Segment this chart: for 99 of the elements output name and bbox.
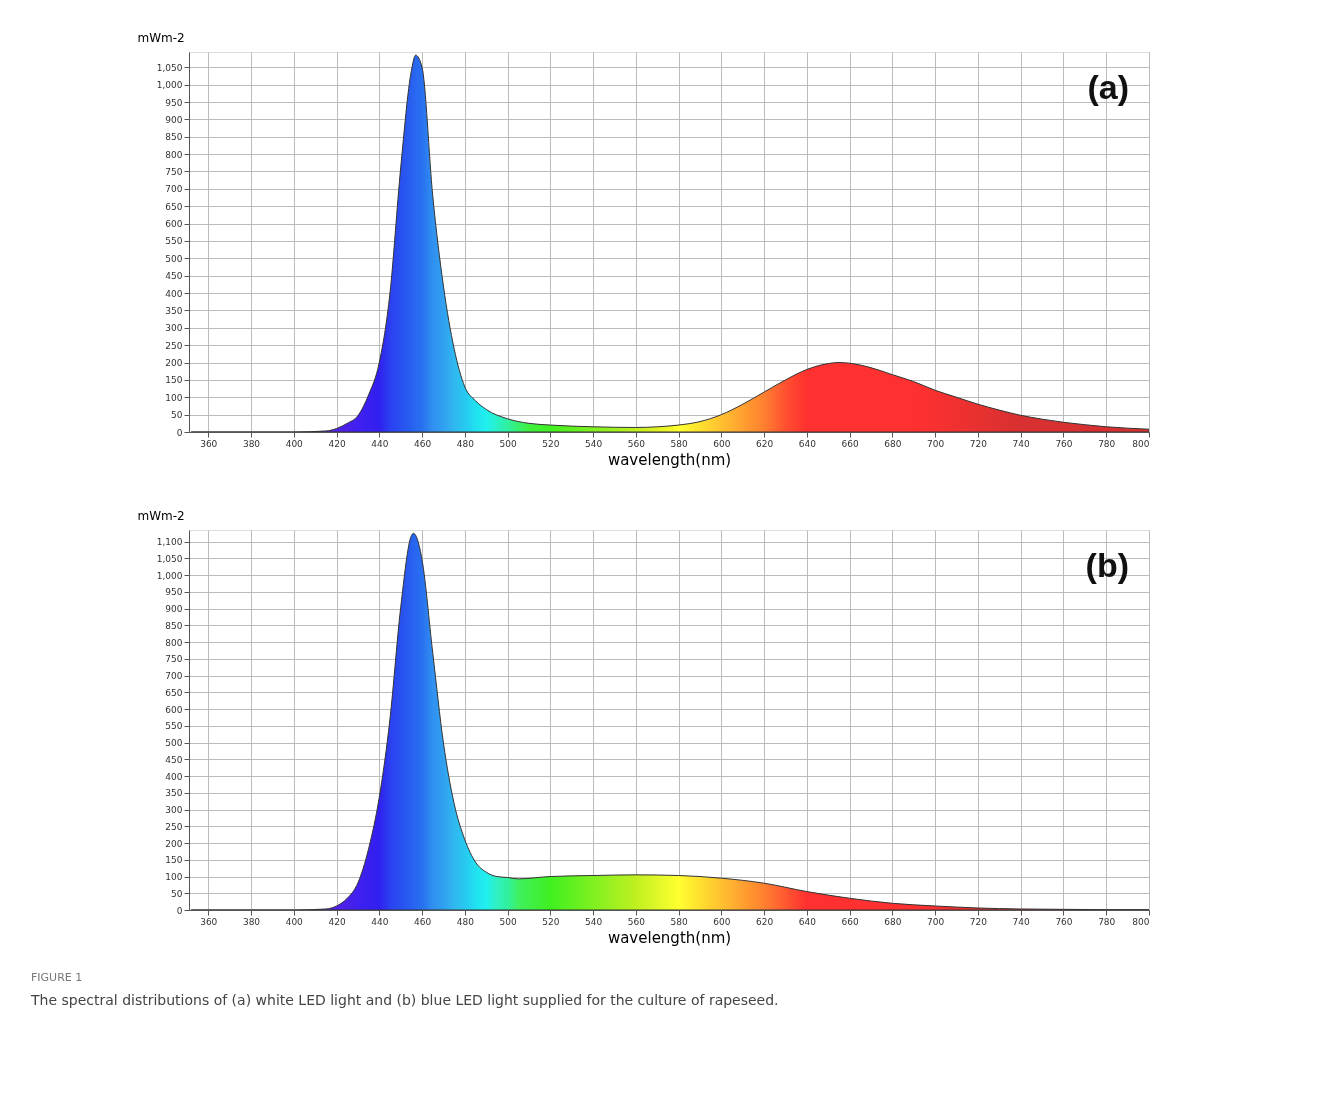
x-tick-label: 700 bbox=[927, 438, 945, 449]
x-tick-label: 580 bbox=[670, 916, 688, 927]
y-tick-label: 800 bbox=[165, 149, 183, 160]
x-tick-label: 600 bbox=[713, 438, 731, 449]
x-tick-label: 480 bbox=[456, 438, 475, 449]
y-tick-label: 600 bbox=[165, 704, 183, 715]
x-tick-label: 520 bbox=[542, 438, 560, 449]
y-tick-label: 600 bbox=[165, 219, 183, 230]
x-tick-label: 380 bbox=[242, 438, 261, 449]
x-tick-label: 720 bbox=[969, 438, 988, 449]
y-axis-title: mWm-2 bbox=[137, 508, 185, 523]
y-tick-label: 750 bbox=[165, 166, 183, 177]
x-axis-title: wavelength(nm) bbox=[607, 928, 732, 947]
y-tick-label: 1,100 bbox=[156, 537, 183, 548]
y-tick-label: 450 bbox=[165, 271, 183, 282]
x-tick-label: 360 bbox=[200, 916, 218, 927]
y-tick-label: 300 bbox=[165, 323, 183, 334]
x-tick-label: 400 bbox=[285, 916, 304, 927]
x-tick-label: 440 bbox=[371, 916, 389, 927]
x-tick-label: 760 bbox=[1055, 916, 1073, 927]
y-tick-label: 650 bbox=[165, 687, 183, 698]
x-tick-label: 760 bbox=[1055, 438, 1073, 449]
x-tick-label: 740 bbox=[1012, 916, 1031, 927]
x-tick-label: 660 bbox=[841, 916, 860, 927]
y-tick-label: 650 bbox=[165, 201, 183, 212]
y-tick-label: 100 bbox=[165, 392, 183, 403]
x-tick-label: 400 bbox=[285, 438, 304, 449]
y-tick-label: 250 bbox=[165, 821, 183, 832]
x-tick-label: 480 bbox=[456, 916, 475, 927]
y-tick-label: 150 bbox=[165, 855, 183, 866]
x-tick-label: 700 bbox=[927, 916, 945, 927]
x-tick-label: 620 bbox=[756, 438, 774, 449]
y-tick-label: 350 bbox=[165, 788, 183, 799]
y-tick-label: 850 bbox=[165, 132, 183, 143]
y-tick-label: 700 bbox=[165, 184, 183, 195]
y-tick-label: 1,050 bbox=[156, 62, 183, 73]
x-tick-label: 780 bbox=[1098, 438, 1116, 449]
y-tick-label: 500 bbox=[165, 738, 183, 749]
y-tick-label: 450 bbox=[165, 754, 183, 765]
y-tick-label: 950 bbox=[165, 587, 183, 598]
x-tick-label: 800 bbox=[1132, 916, 1150, 927]
y-tick-label: 150 bbox=[165, 375, 183, 386]
y-tick-label: 300 bbox=[165, 805, 183, 816]
y-tick-label: 100 bbox=[165, 872, 183, 883]
x-tick-label: 720 bbox=[969, 916, 988, 927]
text: The spectral distributions of (a) white LED light and (b) blue LED light supplied for the culture of rapeseed. bbox=[30, 992, 779, 1008]
x-tick-label: 560 bbox=[627, 916, 646, 927]
x-tick-label: 680 bbox=[884, 916, 902, 927]
x-axis-title: wavelength(nm) bbox=[607, 450, 732, 469]
y-tick-label: 350 bbox=[165, 305, 183, 316]
annotation: (b) bbox=[1085, 546, 1129, 584]
x-tick-label: 600 bbox=[713, 916, 731, 927]
annotation: (a) bbox=[1087, 68, 1129, 106]
x-tick-label: 740 bbox=[1012, 438, 1031, 449]
y-axis-title: mWm-2 bbox=[137, 30, 185, 45]
y-tick-label: 900 bbox=[165, 114, 183, 125]
y-tick-label: 550 bbox=[165, 236, 183, 247]
y-tick-label: 1,000 bbox=[156, 570, 183, 581]
x-tick-label: 420 bbox=[328, 916, 346, 927]
x-tick-label: 540 bbox=[585, 916, 603, 927]
y-tick-label: 850 bbox=[165, 620, 183, 631]
x-tick-label: 500 bbox=[499, 916, 517, 927]
x-tick-label: 780 bbox=[1098, 916, 1116, 927]
y-tick-label: 500 bbox=[165, 253, 183, 264]
x-tick-label: 540 bbox=[585, 438, 603, 449]
x-tick-label: 460 bbox=[413, 916, 432, 927]
x-tick-label: 680 bbox=[884, 438, 902, 449]
y-tick-label: 50 bbox=[171, 410, 183, 421]
x-tick-label: 460 bbox=[413, 438, 432, 449]
y-tick-label: 950 bbox=[165, 97, 183, 108]
x-tick-label: 380 bbox=[242, 916, 261, 927]
y-tick-label: 50 bbox=[171, 888, 183, 899]
x-tick-label: 660 bbox=[841, 438, 860, 449]
x-tick-label: 560 bbox=[627, 438, 646, 449]
x-tick-label: 520 bbox=[542, 916, 560, 927]
y-tick-label: 0 bbox=[176, 427, 183, 438]
x-tick-label: 360 bbox=[200, 438, 218, 449]
y-tick-label: 250 bbox=[165, 340, 183, 351]
y-tick-label: 0 bbox=[176, 905, 183, 916]
caption: FIGURE 1 bbox=[31, 971, 83, 984]
y-tick-label: 800 bbox=[165, 637, 183, 648]
x-tick-label: 500 bbox=[499, 438, 517, 449]
x-tick-label: 420 bbox=[328, 438, 346, 449]
y-tick-label: 550 bbox=[165, 721, 183, 732]
y-tick-label: 200 bbox=[165, 358, 183, 369]
y-tick-label: 200 bbox=[165, 838, 183, 849]
x-tick-label: 440 bbox=[371, 438, 389, 449]
y-tick-label: 750 bbox=[165, 654, 183, 665]
x-tick-label: 620 bbox=[756, 916, 774, 927]
x-tick-label: 640 bbox=[798, 438, 817, 449]
x-tick-label: 800 bbox=[1132, 438, 1150, 449]
y-tick-label: 400 bbox=[165, 771, 183, 782]
y-tick-label: 1,050 bbox=[156, 553, 183, 564]
x-tick-label: 580 bbox=[670, 438, 688, 449]
y-tick-label: 700 bbox=[165, 671, 183, 682]
x-tick-label: 640 bbox=[798, 916, 817, 927]
y-tick-label: 1,000 bbox=[156, 80, 183, 91]
y-tick-label: 900 bbox=[165, 604, 183, 615]
y-tick-label: 400 bbox=[165, 288, 183, 299]
